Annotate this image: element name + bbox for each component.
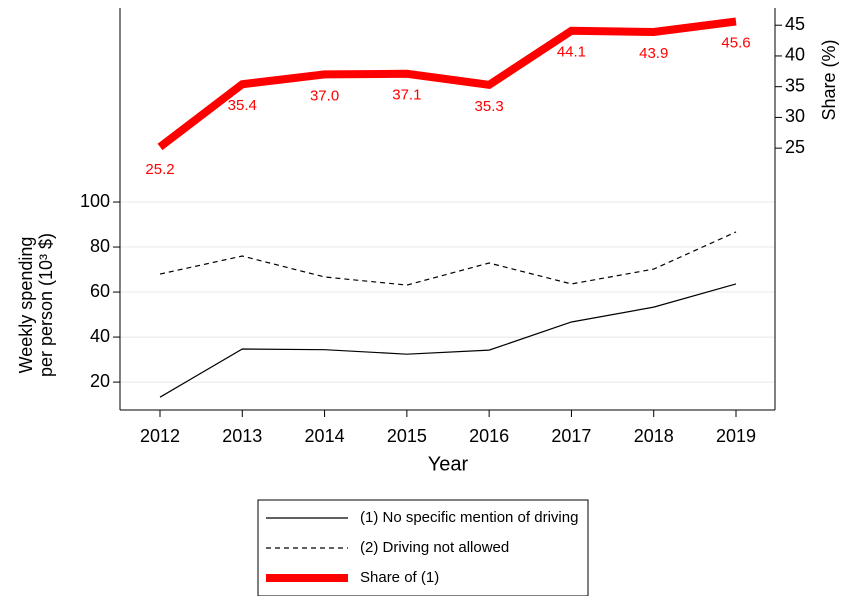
series-line: [157, 17, 737, 151]
legend-label: Share of (1): [360, 569, 439, 586]
value-label: 45.6: [721, 34, 750, 51]
y-tick-label: 60: [90, 281, 110, 301]
y-tick-label: 40: [90, 326, 110, 346]
x-tick-label: 2019: [716, 426, 756, 446]
legend-label: (1) No specific mention of driving: [360, 509, 578, 526]
value-label: 35.3: [475, 98, 504, 115]
y-axis-label: per person (10³ $): [36, 233, 56, 377]
y2-tick-label: 40: [785, 45, 805, 65]
x-tick-label: 2018: [634, 426, 674, 446]
x-tick-label: 2017: [551, 426, 591, 446]
x-tick-label: 2015: [387, 426, 427, 446]
value-label: 43.9: [639, 45, 668, 62]
y2-tick-label: 45: [785, 14, 805, 34]
y2-axis-label: Share (%): [819, 39, 839, 120]
y-axis-label: Weekly spending: [16, 237, 36, 374]
series-line: [159, 231, 737, 286]
value-label: 35.4: [228, 97, 257, 114]
y-tick-label: 80: [90, 236, 110, 256]
x-tick-label: 2013: [222, 426, 262, 446]
y2-tick-label: 25: [785, 137, 805, 157]
value-label: 37.1: [392, 87, 421, 104]
x-tick-label: 2014: [305, 426, 345, 446]
value-label: 25.2: [145, 161, 174, 178]
y2-tick-label: 35: [785, 75, 805, 95]
value-label: 44.1: [557, 44, 586, 61]
series-line: [159, 283, 737, 398]
x-tick-label: 2016: [469, 426, 509, 446]
y-tick-label: 100: [80, 191, 110, 211]
y2-tick-label: 30: [785, 106, 805, 126]
y-tick-label: 20: [90, 371, 110, 391]
x-tick-label: 2012: [140, 426, 180, 446]
x-axis-label: Year: [428, 453, 469, 475]
value-label: 37.0: [310, 87, 339, 104]
legend-label: (2) Driving not allowed: [360, 539, 509, 556]
